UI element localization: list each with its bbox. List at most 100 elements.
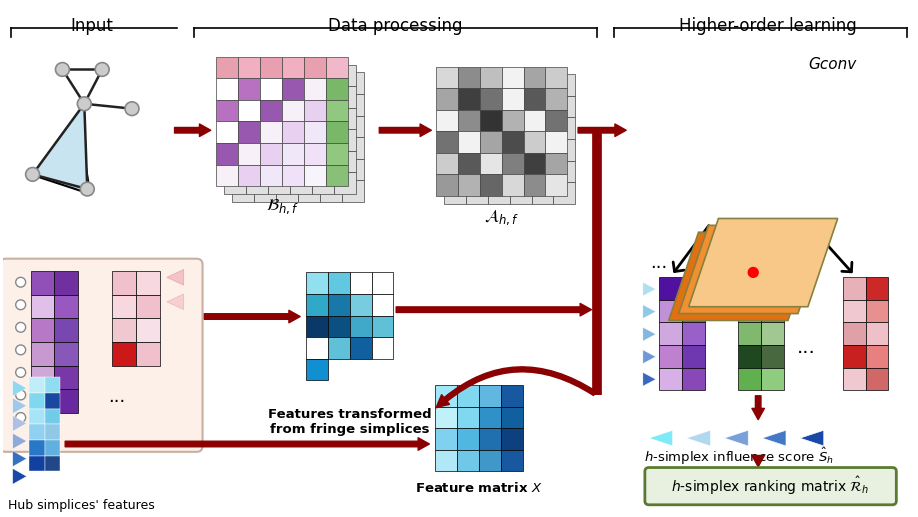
Bar [276, 94, 298, 115]
Bar [545, 174, 567, 196]
Bar [659, 323, 682, 345]
Bar [532, 161, 554, 182]
Bar [500, 407, 522, 428]
Bar [334, 65, 355, 86]
Bar [682, 368, 704, 390]
Bar [682, 277, 704, 300]
Text: Features transformed
from fringe simplices: Features transformed from fringe simplic… [268, 408, 431, 436]
Circle shape [16, 345, 26, 355]
Bar [350, 315, 372, 337]
Bar [298, 94, 319, 115]
Bar [843, 300, 866, 323]
Bar [479, 407, 500, 428]
Bar [444, 161, 466, 182]
Polygon shape [13, 451, 27, 466]
Circle shape [16, 300, 26, 310]
Bar [738, 323, 761, 345]
Bar [341, 180, 364, 202]
Bar [532, 182, 554, 204]
Bar [28, 409, 45, 424]
Polygon shape [30, 145, 90, 194]
Bar [232, 72, 254, 94]
Bar [306, 315, 328, 337]
Bar [28, 440, 45, 456]
Bar [532, 139, 554, 161]
Bar [304, 143, 326, 164]
Bar [224, 151, 246, 172]
Text: Data processing: Data processing [328, 18, 463, 36]
Bar [268, 86, 290, 108]
Bar [298, 159, 319, 180]
Bar [659, 368, 682, 390]
Bar [444, 117, 466, 139]
Circle shape [16, 277, 26, 287]
Bar [444, 182, 466, 204]
Bar [232, 94, 254, 115]
Text: ...: ... [108, 388, 126, 406]
Bar [545, 131, 567, 153]
Bar [290, 86, 312, 108]
Bar [500, 450, 522, 472]
Bar [276, 72, 298, 94]
Bar [276, 137, 298, 159]
Bar [304, 57, 326, 78]
Bar [509, 96, 532, 117]
Bar [319, 94, 341, 115]
Bar [659, 345, 682, 368]
Bar [372, 272, 394, 294]
Bar [341, 94, 364, 115]
Bar [224, 129, 246, 151]
Text: Gconv: Gconv [809, 57, 856, 72]
Bar [306, 337, 328, 359]
Bar [276, 159, 298, 180]
Bar [268, 172, 290, 194]
Bar [545, 67, 567, 88]
Bar [682, 323, 704, 345]
Bar [136, 271, 160, 295]
Bar [502, 174, 523, 196]
Bar [866, 277, 889, 300]
Bar [282, 78, 304, 100]
Bar [444, 74, 466, 96]
FancyBboxPatch shape [644, 467, 896, 505]
Bar [239, 121, 260, 143]
Bar [232, 137, 254, 159]
Bar [54, 389, 78, 413]
Bar [54, 366, 78, 389]
Bar [254, 159, 276, 180]
Bar [436, 174, 458, 196]
Bar [466, 117, 487, 139]
Bar [112, 318, 136, 342]
Bar [268, 151, 290, 172]
FancyBboxPatch shape [0, 258, 203, 452]
Text: Feature matrix $X$: Feature matrix $X$ [415, 481, 543, 495]
Bar [298, 180, 319, 202]
Bar [350, 337, 372, 359]
Polygon shape [724, 430, 748, 446]
Circle shape [16, 413, 26, 422]
Bar [435, 385, 457, 407]
Bar [444, 139, 466, 161]
Bar [466, 139, 487, 161]
Bar [545, 153, 567, 174]
Bar [276, 115, 298, 137]
Bar [254, 180, 276, 202]
Bar [458, 131, 480, 153]
Bar [866, 368, 889, 390]
Bar [523, 131, 545, 153]
Circle shape [125, 102, 139, 115]
Bar [217, 100, 239, 121]
Bar [554, 182, 576, 204]
Bar [466, 74, 487, 96]
Bar [239, 164, 260, 186]
Bar [682, 300, 704, 323]
Text: ...: ... [797, 339, 815, 357]
Bar [45, 456, 61, 472]
Bar [239, 100, 260, 121]
Bar [334, 172, 355, 194]
Bar [232, 115, 254, 137]
Bar [319, 159, 341, 180]
Bar [479, 385, 500, 407]
Bar [282, 121, 304, 143]
Bar [334, 129, 355, 151]
